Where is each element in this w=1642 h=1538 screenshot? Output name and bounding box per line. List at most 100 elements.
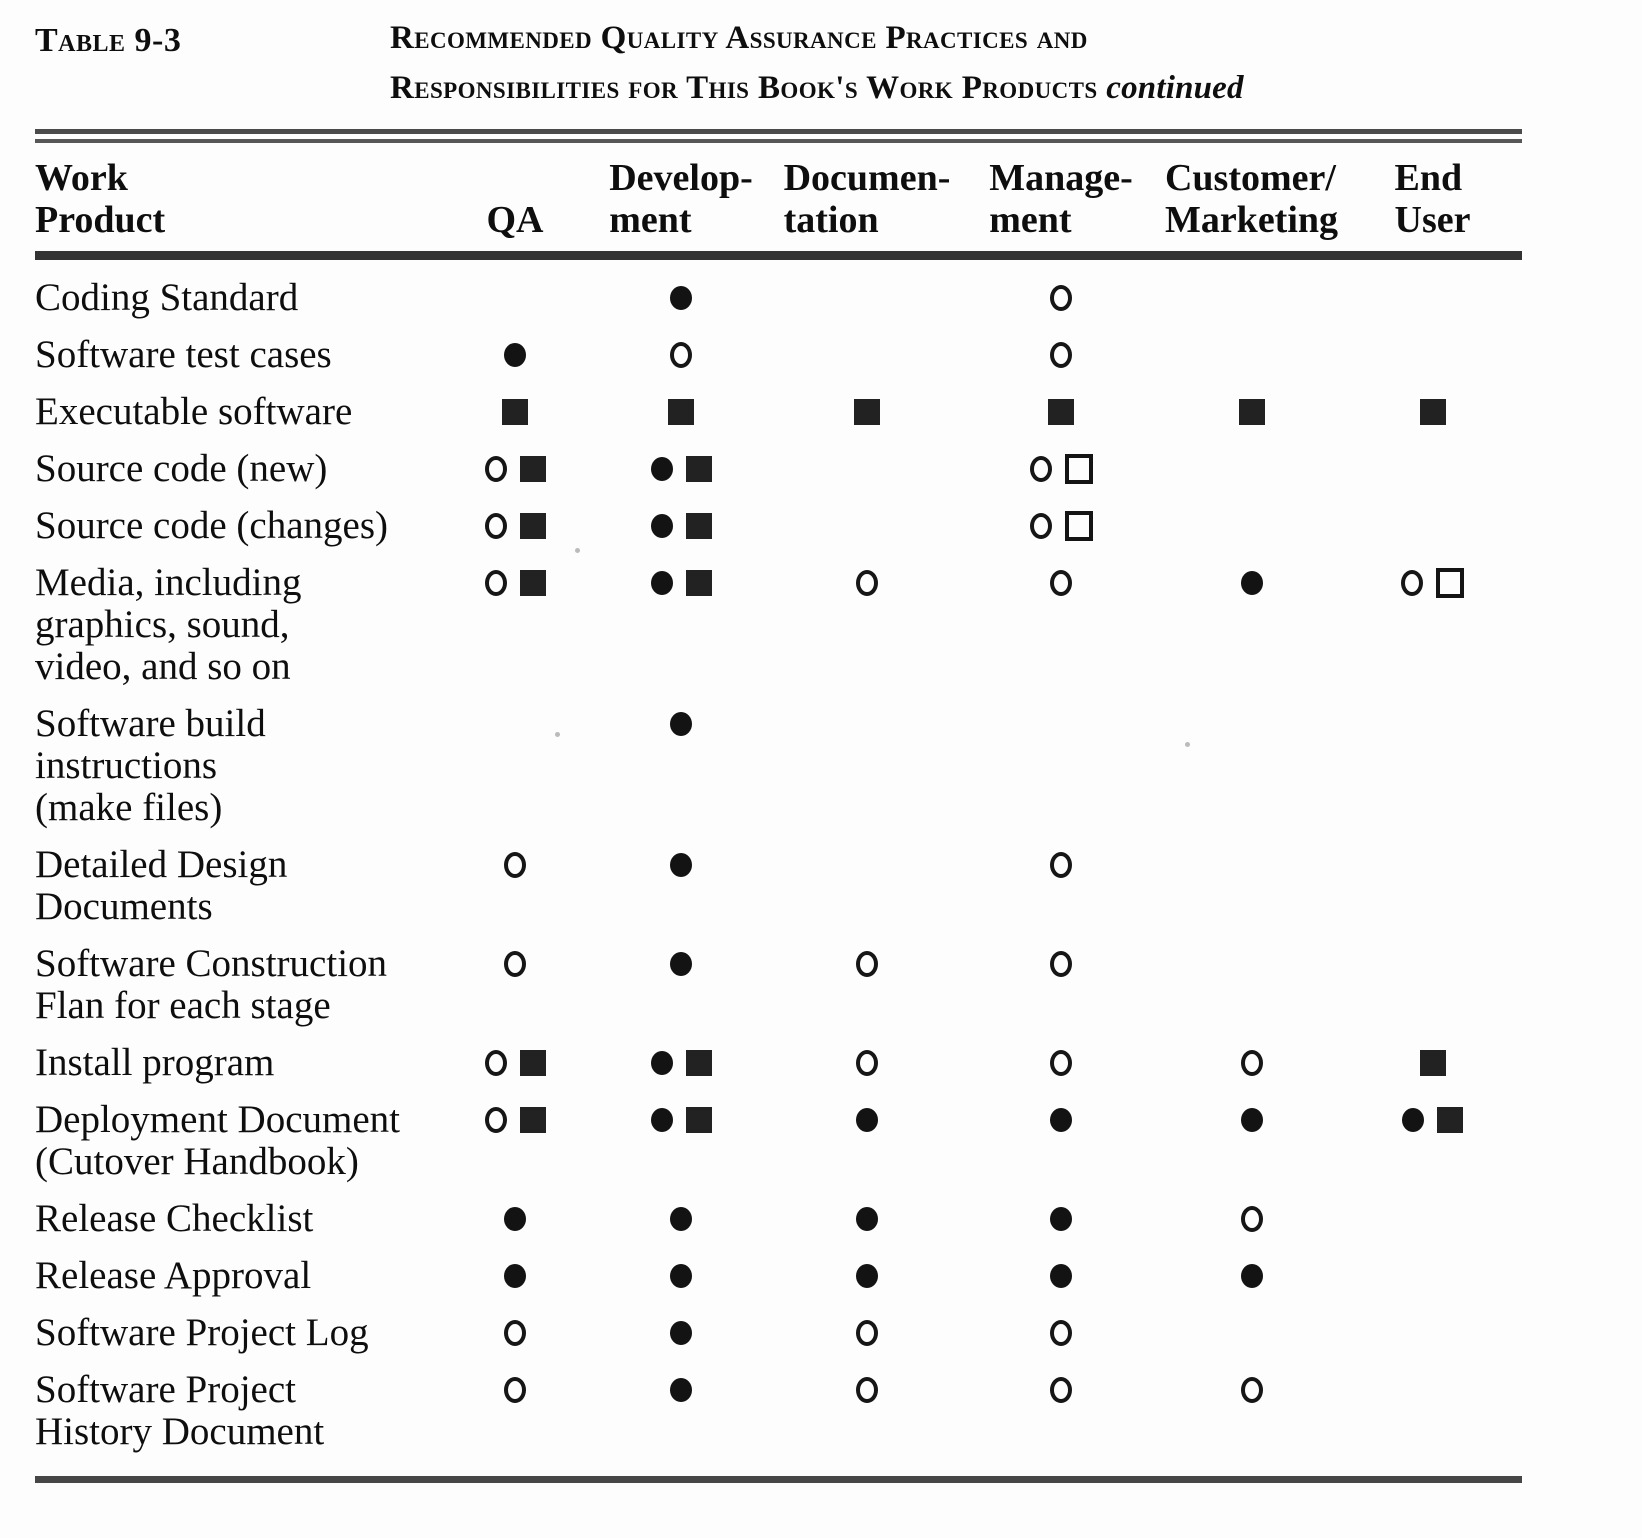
- work-product-label: Release Approval: [35, 1254, 312, 1297]
- document-page: Table 9-3 Recommended Quality Assurance …: [35, 0, 1522, 1483]
- responsibility-cell: [962, 1312, 1160, 1369]
- responsibility-cell: [772, 334, 962, 391]
- header-row: Work Product QA Develop- ment Documen- tati…: [35, 143, 1522, 260]
- symbol-group: [440, 505, 590, 547]
- symbol-group: [1160, 1099, 1343, 1141]
- responsibility-cell: [962, 334, 1160, 391]
- filled-circle-icon: [1240, 571, 1263, 595]
- filled-square-icon: [519, 1050, 546, 1076]
- column-header: Customer/ Marketing: [1160, 143, 1343, 260]
- filled-square-icon: [685, 1107, 712, 1133]
- open-circle-icon: [1050, 1320, 1072, 1346]
- table-row: Release Approval: [35, 1255, 1522, 1312]
- open-circle-icon: [1050, 852, 1072, 878]
- scan-speck: [1185, 742, 1190, 747]
- responsibility-cell: [962, 562, 1160, 703]
- responsibility-cell: [590, 1255, 772, 1312]
- responsibility-cell: [440, 391, 590, 448]
- table-row: Source code (changes): [35, 505, 1522, 562]
- symbol-group: [962, 1369, 1160, 1411]
- responsibility-cell: [1343, 334, 1522, 391]
- responsibility-cell: [962, 391, 1160, 448]
- open-circle-icon: [504, 951, 526, 977]
- symbol-group: [1343, 391, 1522, 433]
- responsibility-cell: [440, 943, 590, 1042]
- table-heading-line2-wrap: Responsibilities for This Book's Work Pr…: [390, 72, 1244, 105]
- symbol-group: [1343, 334, 1522, 376]
- column-header-label: Customer/ Marketing: [1164, 157, 1339, 241]
- symbol-group: [1160, 1369, 1343, 1411]
- symbol-group: [440, 562, 590, 604]
- symbol-group: [590, 505, 772, 547]
- symbol-group: [590, 1255, 772, 1297]
- symbol-group: [962, 448, 1160, 490]
- symbol-group: [1343, 703, 1522, 745]
- column-header: Documen- tation: [772, 143, 962, 260]
- work-product-label: Source code (new): [35, 447, 328, 490]
- responsibility-cell: [1343, 844, 1522, 943]
- open-circle-icon: [856, 1050, 878, 1076]
- filled-circle-icon: [504, 1207, 526, 1231]
- symbol-group: [1160, 943, 1343, 985]
- filled-square-icon: [1048, 399, 1074, 425]
- symbol-group: [440, 277, 590, 319]
- filled-circle-icon: [1402, 1108, 1424, 1132]
- responsibility-cell: [772, 1099, 962, 1198]
- table-row: Software build instructions (make files): [35, 703, 1522, 844]
- symbol-group: [440, 1369, 590, 1411]
- responsibility-cell: [1160, 1198, 1343, 1255]
- work-product-label: Executable software: [35, 390, 353, 433]
- responsibility-cell: [772, 448, 962, 505]
- responsibility-cell: [772, 1369, 962, 1468]
- symbol-group: [1343, 844, 1522, 886]
- open-circle-icon: [1050, 285, 1072, 311]
- responsibility-cell: [962, 943, 1160, 1042]
- symbol-group: [440, 1042, 590, 1084]
- filled-circle-icon: [670, 853, 692, 877]
- symbol-group: [1160, 844, 1343, 886]
- filled-circle-icon: [670, 952, 692, 976]
- symbol-group: [1160, 391, 1343, 433]
- symbol-group: [590, 844, 772, 886]
- filled-circle-icon: [670, 712, 692, 736]
- responsibility-cell: [590, 562, 772, 703]
- open-circle-icon: [1050, 342, 1072, 368]
- responsibility-cell: [440, 1255, 590, 1312]
- symbol-group: [962, 1255, 1160, 1297]
- filled-square-icon: [519, 1107, 546, 1133]
- responsibility-cell: [1343, 943, 1522, 1042]
- filled-circle-icon: [670, 1378, 692, 1402]
- open-circle-icon: [484, 513, 507, 539]
- work-product-label: Media, including graphics, sound, video,…: [35, 561, 302, 688]
- filled-circle-icon: [856, 1108, 878, 1132]
- table-row: Install program: [35, 1042, 1522, 1099]
- responsibility-cell: [1343, 448, 1522, 505]
- table-heading-line1: Recommended Quality Assurance Practices …: [390, 20, 1088, 56]
- symbol-group: [1160, 277, 1343, 319]
- responsibility-cell: [1160, 1312, 1343, 1369]
- symbol-group: [962, 391, 1160, 433]
- table-row: Software Construction Flan for each stag…: [35, 943, 1522, 1042]
- symbol-group: [440, 448, 590, 490]
- symbol-group: [1343, 943, 1522, 985]
- filled-circle-icon: [650, 457, 673, 481]
- symbol-group: [1343, 277, 1522, 319]
- work-product-label: Install program: [35, 1041, 275, 1084]
- symbol-group: [1343, 562, 1522, 604]
- symbol-group: [1343, 1255, 1522, 1297]
- responsibility-cell: [962, 844, 1160, 943]
- table-heading-line2: Responsibilities for This Book's Work Pr…: [390, 70, 1098, 106]
- symbol-group: [440, 1099, 590, 1141]
- symbol-group: [1160, 703, 1343, 745]
- open-circle-icon: [1240, 1206, 1263, 1232]
- symbol-group: [440, 943, 590, 985]
- responsibility-cell: [1343, 1099, 1522, 1198]
- responsibility-cell: [590, 1369, 772, 1468]
- filled-square-icon: [1238, 399, 1265, 425]
- responsibility-cell: [962, 1198, 1160, 1255]
- symbol-group: [1343, 1369, 1522, 1411]
- column-header-label: Manage- ment: [989, 157, 1133, 241]
- column-header: QA: [440, 143, 590, 260]
- table-row: Source code (new): [35, 448, 1522, 505]
- responsibility-cell: [962, 1255, 1160, 1312]
